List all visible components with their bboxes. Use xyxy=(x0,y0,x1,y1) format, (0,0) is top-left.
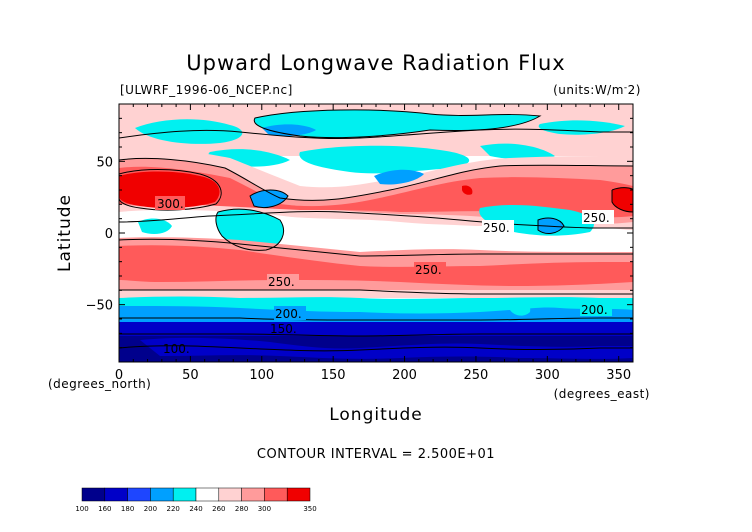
x-tick-label: 100 xyxy=(249,368,274,383)
contour-cyan-north xyxy=(253,109,542,139)
contour-label-bg xyxy=(580,302,612,316)
units-label: (units:W/m-2) xyxy=(553,83,641,97)
contour-200-south xyxy=(119,317,633,321)
plot-area: 300. 250. 250. 250. 250. 200. 200. 150. … xyxy=(119,104,633,362)
contour-label-bg xyxy=(267,274,299,288)
contour-250-equator-north xyxy=(119,210,633,229)
colorbar-swatch xyxy=(218,487,242,502)
y-tick-label: 50 xyxy=(96,155,113,170)
cyan-patch-north-1 xyxy=(135,119,243,144)
x-unit-label: (degrees_east) xyxy=(554,387,650,401)
contour-labels: 300. 250. 250. 250. 250. 200. 200. 150. … xyxy=(155,196,614,356)
contour-label-bg xyxy=(582,210,614,224)
colorbar: 100 160 180 200 220 240 260 280 300 350 xyxy=(75,487,317,513)
contour-blue-equatorial xyxy=(537,217,565,234)
contour-150-south xyxy=(119,333,633,337)
x-tick-label: 0 xyxy=(115,368,123,383)
colorbar-label: 280 xyxy=(235,505,248,513)
contour-100-south xyxy=(119,345,633,352)
contour-250-north xyxy=(119,157,633,201)
colorbar-swatch xyxy=(286,487,311,502)
contour-cyan-equatorial xyxy=(215,208,284,251)
contour-label: 250. xyxy=(583,211,610,225)
contour-north-polar xyxy=(119,128,633,140)
contour-label: 250. xyxy=(415,263,442,277)
hot-spot-africa xyxy=(119,171,220,209)
x-tick-label: 300 xyxy=(535,368,560,383)
contour-label-bg xyxy=(414,262,446,276)
colorbar-swatch xyxy=(127,487,151,502)
axis-ticks xyxy=(118,103,634,363)
x-tick-label: 200 xyxy=(392,368,417,383)
x-tick-label: 150 xyxy=(321,368,346,383)
contour-label: 250. xyxy=(483,221,510,235)
colorbar-label: 100 xyxy=(75,505,88,513)
contour-label: 200. xyxy=(581,303,608,317)
colorbar-swatch xyxy=(241,487,265,502)
cyan-patch-equatorial-2 xyxy=(138,218,172,234)
hot-spot-east xyxy=(612,187,633,212)
contour-250-south-lower xyxy=(119,289,633,295)
contour-label: 200. xyxy=(275,307,302,321)
blue-patch-equatorial xyxy=(538,218,564,234)
colorbar-swatch xyxy=(172,487,197,502)
colorbar-label: 220 xyxy=(167,505,180,513)
cyan-patch-north-5 xyxy=(299,145,470,174)
colorbar-label: 160 xyxy=(98,505,111,513)
contour-label: 100. xyxy=(163,342,190,356)
contour-label: 150. xyxy=(270,322,297,336)
colorbar-swatch xyxy=(264,487,288,502)
contour-label: 250. xyxy=(268,275,295,289)
y-tick-label: −50 xyxy=(86,299,113,314)
x-tick-label: 250 xyxy=(464,368,489,383)
contour-label-bg xyxy=(155,196,185,210)
colorbar-label: 300 xyxy=(258,505,271,513)
colorbar-label: 200 xyxy=(144,505,157,513)
cyan-patch-south-1 xyxy=(510,298,531,316)
blue-patch-north-2 xyxy=(374,169,424,185)
band-antarctic-1 xyxy=(119,322,633,336)
colorbar-label: 240 xyxy=(189,505,202,513)
contour-lines xyxy=(119,109,633,352)
cyan-patch-north-6 xyxy=(480,143,555,160)
file-label: [ULWRF_1996-06_NCEP.nc] xyxy=(120,83,293,97)
x-tick-label: 50 xyxy=(182,368,199,383)
blue-patch-north-3 xyxy=(262,124,316,137)
colorbar-swatch xyxy=(150,487,174,502)
colorbar-swatch xyxy=(195,487,220,502)
blue-patch-north-1 xyxy=(250,190,288,208)
y-tick-label: 0 xyxy=(105,227,113,242)
contour-label: 300. xyxy=(157,197,184,211)
cyan-patch-north-2 xyxy=(254,109,540,138)
colorbar-swatch xyxy=(104,487,128,502)
colorbar-swatch xyxy=(81,487,106,502)
band-south-midlat xyxy=(119,290,633,298)
contour-300-africa xyxy=(119,169,222,211)
contour-250-south-upper xyxy=(119,238,633,257)
y-axis-label: Latitude xyxy=(55,194,75,272)
chart-title: Upward Longwave Radiation Flux xyxy=(186,51,565,75)
contour-label-bg xyxy=(274,306,306,320)
x-tick-label: 350 xyxy=(606,368,631,383)
x-axis-label: Longitude xyxy=(329,405,423,425)
colorbar-label: 180 xyxy=(121,505,134,513)
contour-blue-north xyxy=(249,189,289,209)
contour-interval-label: CONTOUR INTERVAL = 2.500E+01 xyxy=(257,447,495,462)
cyan-patch-north-3 xyxy=(538,120,625,135)
contour-label-bg xyxy=(482,220,514,234)
colorbar-label: 260 xyxy=(212,505,225,513)
hot-spot-pacific xyxy=(462,185,473,195)
band-south-subtropics-high xyxy=(119,245,633,286)
colorbar-label: 350 xyxy=(303,505,316,513)
band-north-subtropics-high xyxy=(119,166,633,218)
y-unit-label: (degrees_north) xyxy=(48,377,151,391)
axis-tick-labels: 0 50 100 150 200 250 300 350 50 0 −50 xyxy=(86,155,632,383)
